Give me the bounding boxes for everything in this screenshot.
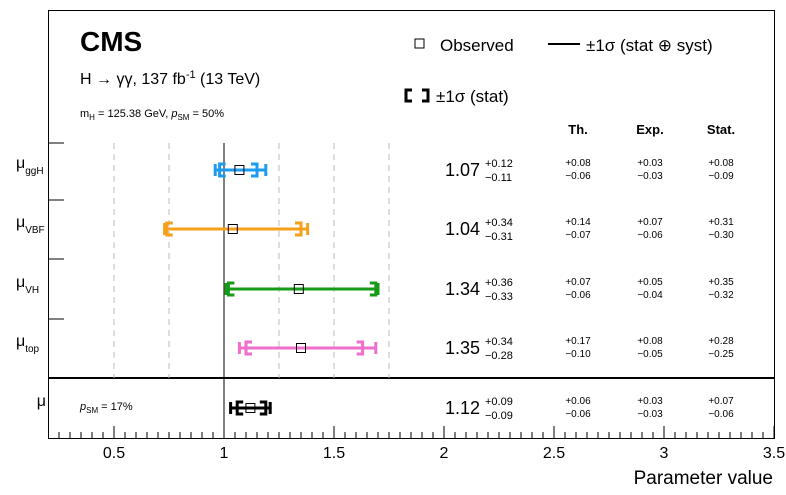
stat-up-uncertainty: +0.08 — [708, 158, 734, 169]
row-VBF: μVBF 1.04 +0.34 −0.31 +0.14 −0.07 +0.07 −0.06 +0… — [16, 214, 734, 243]
stat-up-uncertainty: +0.31 — [708, 217, 734, 228]
exp-down-uncertainty: −0.03 — [637, 409, 663, 420]
legend-total-label: ±1σ (stat ⊕ syst) — [586, 36, 713, 55]
stat-down-uncertainty: −0.30 — [708, 230, 734, 241]
observed-marker — [296, 343, 306, 353]
x-tick-label: 1 — [220, 445, 229, 462]
row-VH: μVH 1.34 +0.36 −0.33 +0.07 −0.06 +0.05 −0.04 +0.… — [16, 274, 734, 303]
legend-observed-label: Observed — [440, 36, 514, 55]
x-axis-title: Parameter value — [634, 468, 773, 489]
stat-error-bracket-low — [244, 340, 252, 356]
stat-error-bracket-low — [165, 221, 173, 237]
exp-down-uncertainty: −0.06 — [637, 230, 663, 241]
experiment-label: CMS — [80, 26, 142, 57]
exp-down-uncertainty: −0.04 — [637, 290, 663, 301]
th-up-uncertainty: +0.08 — [565, 158, 591, 169]
stat-down-uncertainty: −0.06 — [708, 409, 734, 420]
x-axis: 0.5 1 1.5 2 2.5 3 3.5 — [58, 426, 785, 462]
exp-up-uncertainty: +0.03 — [637, 158, 663, 169]
stat-down-uncertainty: −0.09 — [708, 171, 734, 182]
best-fit-value: 1.12 — [445, 398, 480, 418]
total-up-uncertainty: +0.34 — [485, 336, 513, 348]
data-rows: μggH 1.07 +0.12 −0.11 +0.08 −0.06 +0.03 −0.03 +0… — [16, 155, 734, 422]
stat-error-bracket-low — [218, 162, 226, 178]
best-fit-value: 1.04 — [445, 219, 480, 239]
exp-up-uncertainty: +0.07 — [637, 217, 663, 228]
legend-observed-marker — [414, 38, 425, 49]
th-up-uncertainty: +0.07 — [565, 277, 591, 288]
x-tick-label: 3 — [660, 445, 669, 462]
exp-down-uncertainty: −0.05 — [637, 349, 663, 360]
x-tick-label: 3.5 — [763, 445, 785, 462]
th-up-uncertainty: +0.14 — [565, 217, 591, 228]
row-inclusive: μ 1.12 +0.09 −0.09 +0.06 −0.06 +0.03 −0.03 +0.07… — [37, 393, 734, 422]
th-down-uncertainty: −0.06 — [565, 409, 591, 420]
observed-marker — [293, 284, 304, 294]
column-header-stat: Stat. — [707, 122, 735, 137]
x-tick-label: 2.5 — [543, 445, 565, 462]
legend-stat-label: ±1σ (stat) — [436, 87, 509, 106]
total-down-uncertainty: −0.28 — [485, 350, 513, 362]
x-tick-label: 0.5 — [103, 445, 125, 462]
left-axis-ticks — [48, 142, 64, 379]
th-up-uncertainty: +0.06 — [565, 396, 591, 407]
stat-error-bracket-high — [369, 281, 378, 297]
legend-stat-marker — [404, 88, 430, 103]
stat-up-uncertainty: +0.28 — [708, 336, 734, 347]
best-fit-value: 1.07 — [445, 160, 480, 180]
stat-error-bracket-high — [295, 221, 303, 237]
total-down-uncertainty: −0.11 — [485, 172, 512, 184]
exp-up-uncertainty: +0.08 — [637, 336, 663, 347]
x-tick-label: 2 — [440, 445, 449, 462]
th-down-uncertainty: −0.06 — [565, 171, 591, 182]
total-down-uncertainty: −0.31 — [485, 231, 513, 243]
stat-error-bracket-low — [235, 400, 244, 416]
th-down-uncertainty: −0.07 — [565, 230, 591, 241]
row-label: μtop — [16, 333, 40, 355]
combined-psm-note: pSM = 17% — [79, 401, 133, 415]
total-up-uncertainty: +0.34 — [485, 217, 513, 229]
total-down-uncertainty: −0.33 — [485, 291, 513, 303]
plot-frame — [48, 10, 775, 439]
row-label: μggH — [16, 155, 44, 177]
th-down-uncertainty: −0.06 — [565, 290, 591, 301]
column-header-th: Th. — [568, 122, 588, 137]
exp-down-uncertainty: −0.03 — [637, 171, 663, 182]
total-down-uncertainty: −0.09 — [485, 410, 513, 422]
column-header-exp: Exp. — [636, 122, 663, 137]
stat-error-bracket-high — [356, 340, 365, 356]
total-up-uncertainty: +0.09 — [485, 396, 513, 408]
stat-down-uncertainty: −0.32 — [708, 290, 734, 301]
stat-error-bracket-high — [251, 162, 259, 178]
best-fit-value: 1.34 — [445, 279, 480, 299]
row-ggH: μggH 1.07 +0.12 −0.11 +0.08 −0.06 +0.03 −0.03 +0… — [16, 155, 734, 184]
total-up-uncertainty: +0.12 — [485, 158, 513, 170]
row-top: μtop 1.35 +0.34 −0.28 +0.17 −0.10 +0.08 −0.05 +0… — [16, 333, 734, 362]
process-label: H → γγ, 137 fb-1 (13 TeV) — [80, 69, 260, 88]
exp-up-uncertainty: +0.03 — [637, 396, 663, 407]
stat-up-uncertainty: +0.07 — [708, 396, 734, 407]
x-tick-label: 1.5 — [323, 445, 345, 462]
observed-marker — [227, 224, 238, 234]
stat-error-bracket-low — [226, 281, 235, 297]
row-label: μVH — [16, 274, 39, 296]
total-up-uncertainty: +0.36 — [485, 277, 513, 289]
th-up-uncertainty: +0.17 — [565, 336, 591, 347]
stat-down-uncertainty: −0.25 — [708, 349, 734, 360]
th-down-uncertainty: −0.10 — [565, 349, 591, 360]
row-label: μ — [37, 393, 46, 410]
stat-error-bracket-high — [259, 400, 268, 416]
observed-marker — [234, 165, 245, 175]
best-fit-value: 1.35 — [445, 338, 480, 358]
observed-marker — [245, 403, 256, 413]
row-label: μVBF — [16, 214, 45, 236]
exp-up-uncertainty: +0.05 — [637, 277, 663, 288]
stat-up-uncertainty: +0.35 — [708, 277, 734, 288]
mass-psm-label: mH = 125.38 GeV, pSM = 50% — [80, 108, 224, 122]
